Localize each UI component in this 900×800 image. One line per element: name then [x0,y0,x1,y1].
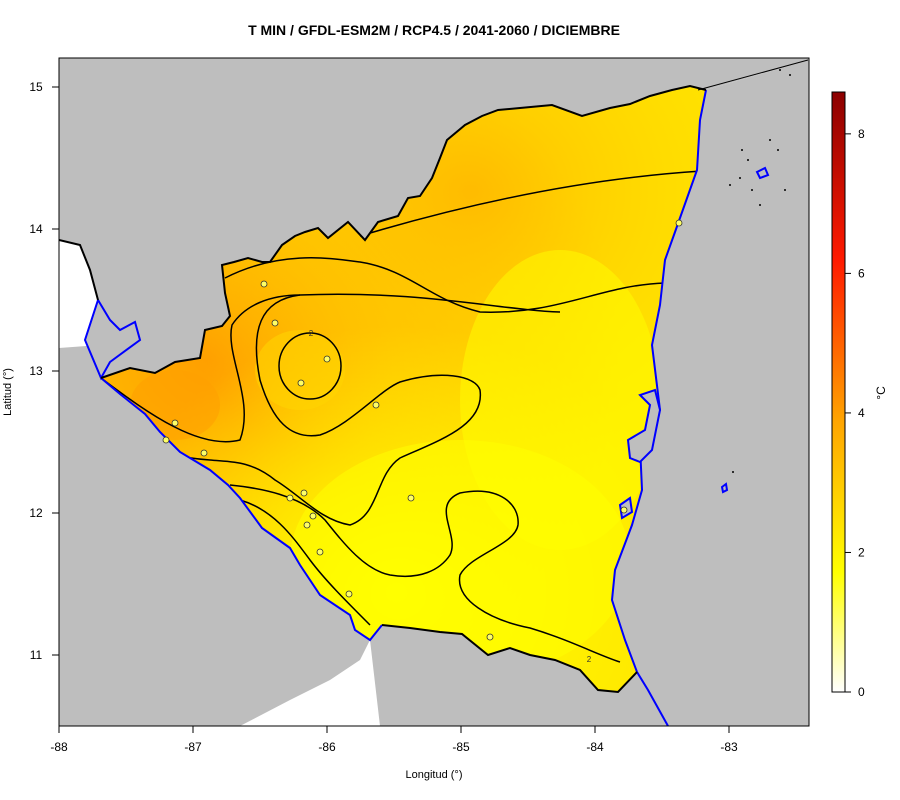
x-tick-label: -85 [452,740,470,754]
x-tick-label: -86 [318,740,336,754]
y-axis-label: Latitud (°) [2,368,14,416]
station-marker [171,419,179,427]
x-axis: -88 -87 -86 -85 -84 -83 Longitud (°) [50,725,738,781]
y-tick-label: 13 [29,364,43,378]
colorbar-tick-label: 4 [858,406,865,420]
station-marker [286,494,294,502]
y-tick-label: 12 [29,506,43,520]
land-el-salvador [59,330,370,726]
map-area: 2 2 [59,58,809,726]
station-marker [260,280,268,288]
station-points [162,219,683,641]
station-marker [620,506,628,514]
caribbean-sea [612,60,809,726]
station-marker [372,401,380,409]
land-honduras [59,58,809,378]
x-axis-label: Longitud (°) [406,769,463,781]
x-tick-label: -84 [586,740,604,754]
colorbar-tick-label: 8 [858,127,865,141]
station-marker [300,489,308,497]
colorbar-tick-label: 6 [858,266,865,280]
station-marker [271,319,279,327]
station-marker [162,436,170,444]
plot-title: T MIN / GFDL-ESM2M / RCP4.5 / 2041-2060 … [248,22,620,38]
station-marker [297,379,305,387]
y-axis: 11 12 13 14 15 Latitud (°) [2,80,60,662]
colorbar-tick-label: 0 [858,685,865,699]
colorbar-tick-label: 2 [858,545,865,559]
colorbar: 0 2 4 6 8 °C [831,91,888,699]
x-tick-label: -87 [184,740,202,754]
contour-lines [101,170,703,663]
station-marker [200,449,208,457]
station-marker [309,512,317,520]
land-costa-rica [370,625,668,726]
station-marker [323,355,331,363]
y-tick-label: 15 [29,80,43,94]
x-tick-label: -83 [720,740,738,754]
contour-label: 2 [587,655,592,664]
y-tick-label: 11 [30,648,43,662]
colorbar-unit: °C [874,386,888,400]
station-marker [303,521,311,529]
station-marker [486,633,494,641]
y-tick-label: 14 [29,222,43,236]
station-marker [345,590,353,598]
station-marker [407,494,415,502]
caribbean-islands [729,69,791,473]
country-borders [59,59,809,694]
contour-label: 2 [309,329,314,338]
colorbar-gradient [831,91,846,693]
station-marker [675,219,683,227]
station-marker [316,548,324,556]
x-tick-label: -88 [50,740,68,754]
